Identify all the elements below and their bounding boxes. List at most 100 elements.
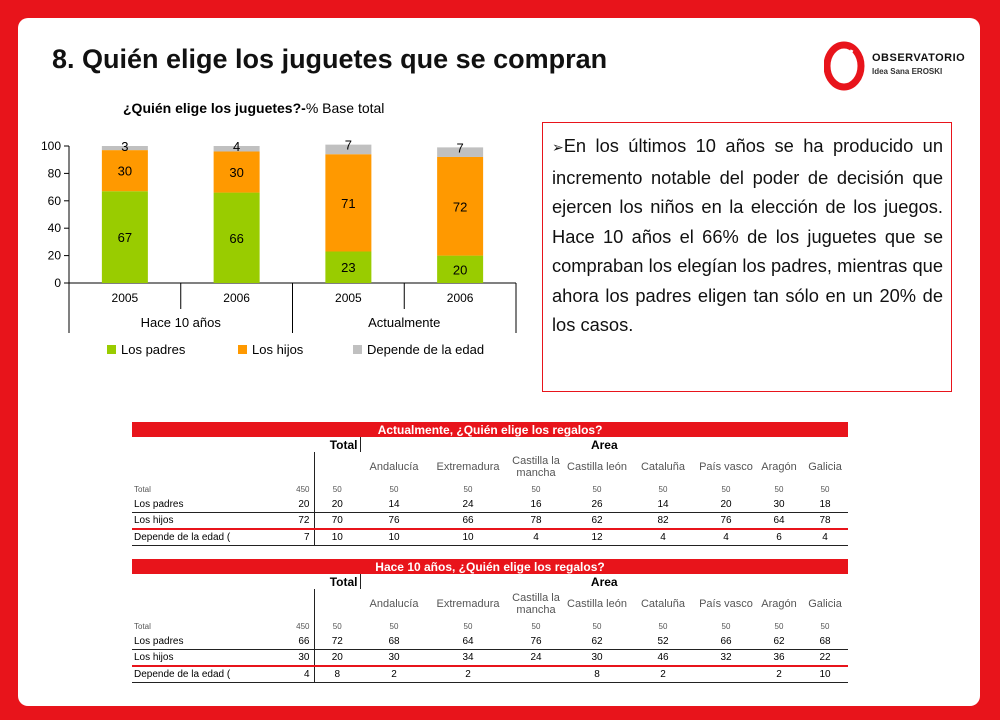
base-value: 50 xyxy=(531,485,541,494)
data-label: 20 xyxy=(453,262,467,277)
region-header: Extremadura xyxy=(436,598,500,610)
region-header: País vasco xyxy=(699,461,753,473)
total-header: Total xyxy=(329,574,358,589)
table-cell: 4 xyxy=(630,529,696,546)
legend-label: Los hijos xyxy=(252,342,304,357)
table-cell: 20 xyxy=(313,649,360,667)
region-header: País vasco xyxy=(699,598,753,610)
bar-segment xyxy=(213,151,260,193)
bar-segment xyxy=(325,251,372,283)
data-label: 7 xyxy=(457,140,464,155)
base-value: 50 xyxy=(463,485,473,494)
chart-title-bold: ¿Quién elige los juguetes?- xyxy=(123,100,306,116)
table-row: Los padres 66 72 68 64 76 62 52 66 62 68 xyxy=(132,634,849,650)
data-label: 30 xyxy=(229,165,243,180)
row-label: Los padres xyxy=(132,497,280,513)
table-cell: 20 xyxy=(280,497,314,513)
slide: 8. Quién elige los juguetes que se compr… xyxy=(18,18,980,706)
base-value: 50 xyxy=(721,622,731,631)
observatorio-logo: OBSERVATORIO Idea Sana EROSKI xyxy=(823,40,974,92)
table-row: Depende de la edad (7 10 10 10 4 12 4 4 6 4 xyxy=(132,529,849,546)
table-cell: 2 xyxy=(360,666,428,683)
data-label: 7 xyxy=(345,138,352,153)
table-cell: 4 xyxy=(280,666,314,683)
base-value: 50 xyxy=(774,485,784,494)
table-cell: 2 xyxy=(630,666,696,683)
table-row: Depende de la edad (4 8 2 2 8 2 2 10 xyxy=(132,666,849,683)
base-value: 50 xyxy=(313,482,360,497)
y-tick-label: 100 xyxy=(41,139,61,153)
table-cell: 62 xyxy=(564,512,630,530)
bar-segment xyxy=(325,154,372,252)
table-cell: 26 xyxy=(564,497,630,513)
table-cell: 10 xyxy=(313,529,360,546)
base-value: 50 xyxy=(313,619,360,634)
y-tick-label: 0 xyxy=(54,276,61,290)
table-cell: 24 xyxy=(428,497,508,513)
table-cell: 4 xyxy=(508,529,564,546)
description-text: En los últimos 10 años se ha producido u… xyxy=(552,135,943,335)
bar-segment xyxy=(325,144,372,155)
table-cell: 66 xyxy=(280,634,314,650)
base-value: 50 xyxy=(389,485,399,494)
logo-name: OBSERVATORIO xyxy=(872,52,966,64)
data-label: 23 xyxy=(341,260,355,275)
table-cell: 62 xyxy=(756,634,802,650)
table-cell: 12 xyxy=(564,529,630,546)
table-cell: 32 xyxy=(696,649,756,667)
table-cell: 10 xyxy=(360,529,428,546)
legend-swatch xyxy=(353,345,362,354)
table-cell: 7 xyxy=(280,529,314,546)
data-label: 71 xyxy=(341,196,355,211)
bar-segment xyxy=(437,147,484,157)
table-cell: 4 xyxy=(802,529,849,546)
stacked-bar-chart: 0 20 40 60 80 100 67 30 3 2005 66 30 4 2006 23 71 7 2005 2… xyxy=(41,138,517,357)
group-label: Hace 10 años xyxy=(141,315,222,330)
base-value: 50 xyxy=(592,622,602,631)
table-cell: 36 xyxy=(756,649,802,667)
bar-segment xyxy=(213,146,260,152)
base-value: 50 xyxy=(820,485,830,494)
y-tick-label: 60 xyxy=(48,194,62,208)
region-header: Castilla león xyxy=(567,461,627,473)
x-tick-label: 2005 xyxy=(112,291,139,305)
table-cell: 76 xyxy=(696,512,756,530)
table-cell: 72 xyxy=(313,634,360,650)
table-cell: 68 xyxy=(802,634,849,650)
table-hace-10-anos: Hace 10 años, ¿Quién elige los regalos? T… xyxy=(132,559,849,683)
data-label: 4 xyxy=(233,139,240,154)
table-cell: 76 xyxy=(360,512,428,530)
table-cell: 30 xyxy=(756,497,802,513)
arrow-bullet-icon: ➢ xyxy=(552,139,564,155)
bar-segment xyxy=(101,191,148,283)
table-cell: 76 xyxy=(508,634,564,650)
table-cell: 82 xyxy=(630,512,696,530)
table-cell: 14 xyxy=(360,497,428,513)
table-cell: 8 xyxy=(313,666,360,683)
table-cell xyxy=(508,666,564,683)
table-cell: 2 xyxy=(756,666,802,683)
data-label: 66 xyxy=(229,231,243,246)
table-cell: 72 xyxy=(280,512,314,530)
region-header: Cataluña xyxy=(640,461,686,473)
base-label: Total xyxy=(134,622,151,631)
table-cell: 18 xyxy=(802,497,849,513)
base-value: 50 xyxy=(658,622,668,631)
table-cell: 30 xyxy=(360,649,428,667)
bar-segment xyxy=(101,146,148,151)
row-label: Los hijos xyxy=(132,649,280,667)
data-label: 67 xyxy=(118,230,132,245)
bar-segment xyxy=(213,192,260,283)
table-cell: 66 xyxy=(428,512,508,530)
bar-segment xyxy=(101,150,148,192)
legend-label: Depende de la edad xyxy=(367,342,484,357)
table-cell: 20 xyxy=(696,497,756,513)
row-label: Depende de la edad ( xyxy=(132,529,280,546)
chart-title: ¿Quién elige los juguetes?-% Base total xyxy=(123,100,384,116)
table-row: Los padres 20 20 14 24 16 26 14 20 30 18 xyxy=(132,497,849,513)
logo-tagline: Idea Sana EROSKI xyxy=(872,67,943,76)
region-header: Extremadura xyxy=(436,461,500,473)
table-cell: 64 xyxy=(428,634,508,650)
region-header: Castilla león xyxy=(567,598,627,610)
total-header: Total xyxy=(329,437,358,452)
